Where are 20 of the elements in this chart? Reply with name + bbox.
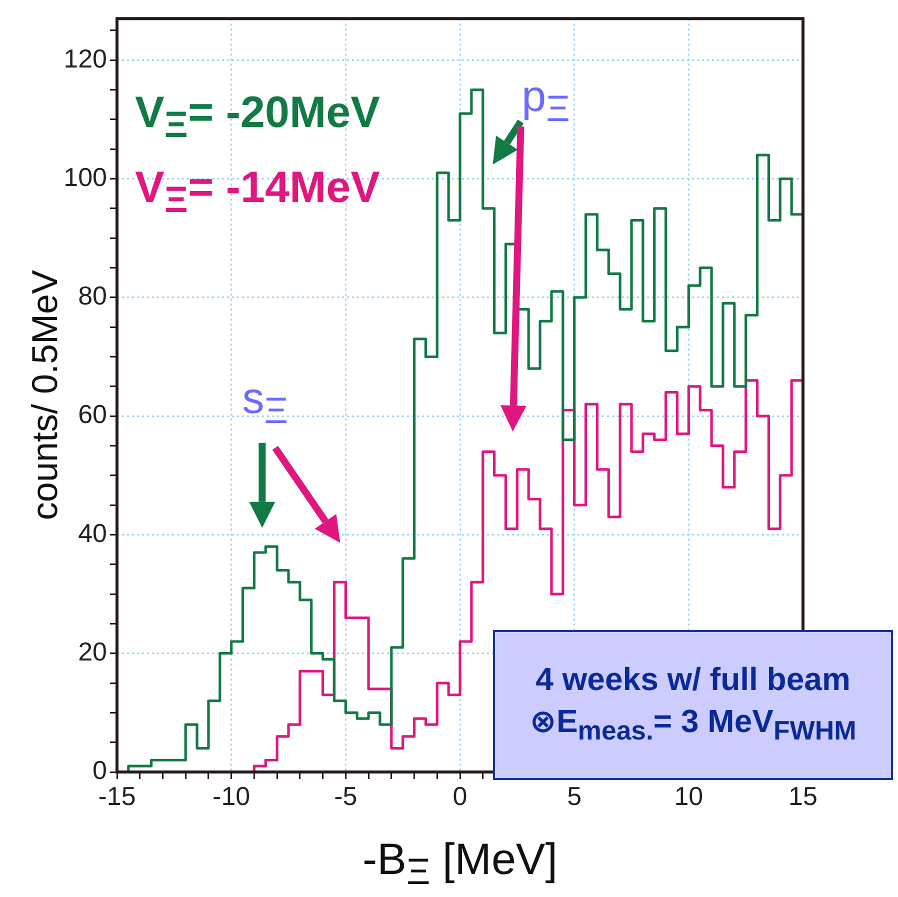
x-tick-label: 0 [452,780,468,811]
series-label: V$_{Ξ}$= -20MeV [135,86,380,146]
y-tick-label: 80 [78,280,107,311]
x-tick-label: 10 [674,780,704,811]
x-axis-title: -B$_{Ξ}$ [MeV] [362,835,558,893]
x-tick-label: 15 [788,780,818,811]
annotation: p$_{Ξ}$ [522,72,570,130]
annotation: ⊗E$_{meas.}$= 3 MeV$_{FWHM}$ [528,702,858,748]
y-axis-title: counts/ 0.5MeV [24,270,66,520]
x-tick-label: -5 [334,780,358,811]
x-tick-label: -10 [212,780,250,811]
y-tick-label: 20 [78,636,107,667]
text: V$_{Ξ}$= -14MeV [135,162,380,222]
y-tick-label: 40 [78,518,107,548]
y-tick-label: 60 [78,399,107,430]
y-tick-label: 120 [64,43,107,74]
y-tick-label: 100 [64,162,107,192]
annotation: 4 weeks w/ full beam [534,660,852,700]
annotation: s$_{Ξ}$ [242,374,288,432]
x-tick-label: 5 [567,780,582,811]
